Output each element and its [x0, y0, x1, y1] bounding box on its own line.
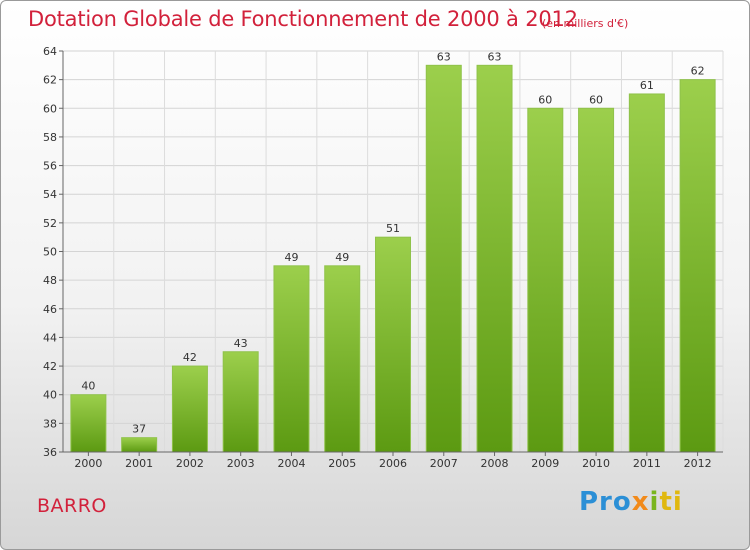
bar-value-label: 49	[284, 251, 298, 264]
bar-value-label: 40	[81, 380, 95, 393]
y-tick-label: 56	[43, 160, 57, 173]
commune-name: BARRO	[37, 495, 107, 517]
bar	[628, 93, 665, 453]
x-tick-label: 2011	[633, 457, 661, 470]
bar	[425, 64, 462, 453]
x-tick-label: 2007	[430, 457, 458, 470]
y-tick-label: 46	[43, 303, 57, 316]
y-tick-label: 62	[43, 74, 57, 87]
x-tick-label: 2004	[277, 457, 305, 470]
bar	[527, 107, 564, 453]
bar	[375, 236, 411, 453]
bar	[121, 437, 158, 453]
y-tick-label: 48	[43, 274, 57, 287]
bar-value-label: 63	[437, 50, 451, 63]
y-tick-label: 42	[43, 360, 57, 373]
y-tick-label: 36	[43, 446, 57, 459]
y-tick-label: 50	[43, 246, 57, 259]
y-tick-label: 40	[43, 389, 57, 402]
bar-chart: 40 37 42 43 49 49 51 63 63 60 60 61 62 36 38 40 42 44 46 4…	[43, 45, 724, 470]
logo-part-2: x	[631, 487, 650, 517]
x-tick-label: 2000	[74, 457, 102, 470]
bar-value-label: 63	[488, 50, 502, 63]
y-tick-label: 44	[43, 331, 57, 344]
bars: 40 37 42 43 49 49 51 63 63 60 60 61 62	[70, 50, 716, 453]
y-tick-label: 54	[43, 188, 57, 201]
bar-value-label: 37	[132, 423, 146, 436]
bar-value-label: 42	[183, 351, 197, 364]
bar	[324, 265, 361, 453]
y-tick-label: 58	[43, 131, 57, 144]
bar-value-label: 51	[386, 222, 400, 235]
chart-title: Dotation Globale de Fonctionnement de 20…	[28, 7, 578, 31]
y-tick-label: 64	[43, 45, 57, 58]
bar	[171, 365, 208, 453]
x-tick-label: 2003	[227, 457, 255, 470]
bar	[578, 107, 615, 453]
x-tick-label: 2002	[176, 457, 204, 470]
proxiti-logo[interactable]: Proxiti	[579, 487, 683, 517]
bar-value-label: 49	[335, 251, 349, 264]
x-tick-label: 2001	[125, 457, 153, 470]
bar-value-label: 60	[589, 93, 603, 106]
x-tick-label: 2005	[328, 457, 356, 470]
x-tick-label: 2006	[379, 457, 407, 470]
x-tick-label: 2008	[481, 457, 509, 470]
axes: 36 38 40 42 44 46 48 50 52 54 56 58 60 62 64 2000 2001 20…	[43, 45, 723, 470]
bar	[273, 265, 310, 453]
y-tick-label: 60	[43, 102, 57, 115]
bar-value-label: 60	[538, 93, 552, 106]
bar-value-label: 43	[234, 337, 248, 350]
bar	[476, 64, 513, 453]
logo-part-1: Pro	[579, 487, 632, 517]
x-tick-label: 2012	[684, 457, 712, 470]
bar	[222, 351, 259, 453]
chart-subtitle: (en milliers d'€)	[542, 17, 629, 30]
y-tick-label: 52	[43, 217, 57, 230]
logo-part-3: i	[649, 487, 660, 517]
bar	[679, 79, 716, 453]
y-tick-label: 38	[43, 417, 57, 430]
x-tick-label: 2010	[582, 457, 610, 470]
bar-value-label: 61	[640, 79, 654, 92]
bar	[70, 394, 107, 453]
logo-part-4: ti	[659, 487, 683, 517]
x-tick-label: 2009	[531, 457, 559, 470]
bar-value-label: 62	[691, 65, 705, 78]
